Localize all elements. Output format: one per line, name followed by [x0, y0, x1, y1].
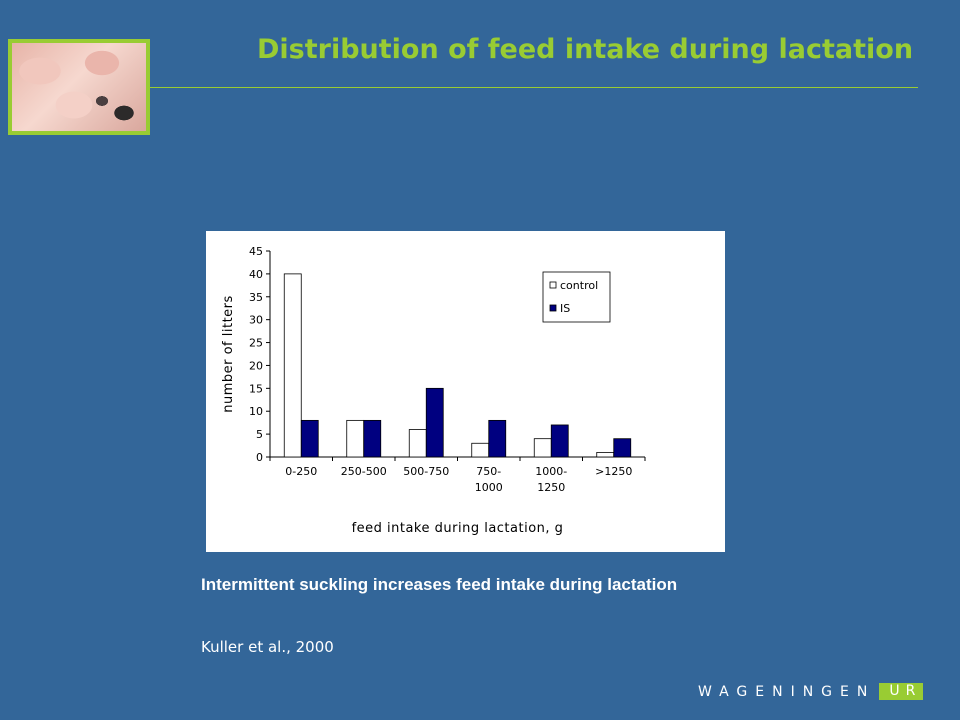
logo-word: WAGENINGEN [698, 683, 876, 700]
x-tick-label: 500-750 [403, 465, 449, 478]
feed-intake-bar-chart: 0 5 10 15 20 25 30 35 40 45 0-250 250-500 500-750 750… [221, 245, 646, 536]
chart-caption: Intermittent suckling increases feed int… [201, 575, 678, 594]
y-tick-label: 25 [249, 337, 263, 350]
legend-label-control: control [560, 279, 598, 292]
bar-control-1 [346, 419, 365, 458]
legend-box [542, 271, 611, 323]
piglets-photo [8, 39, 150, 135]
y-tick-label: 40 [249, 268, 263, 281]
y-axis-title: number of litters [221, 295, 236, 413]
wageningen-ur-logo: WAGENINGEN UR [698, 683, 924, 700]
x-tick-label: 1000 [475, 481, 503, 494]
y-tick-label: 15 [249, 382, 263, 395]
y-tick-label: 5 [256, 428, 263, 441]
title-divider [148, 87, 918, 88]
bar-control-2 [408, 429, 427, 458]
x-tick-label: >1250 [595, 465, 632, 478]
legend-label-is: IS [560, 302, 570, 315]
bar-is-2 [425, 387, 444, 458]
bar-control-4 [533, 438, 552, 458]
x-axis-title: feed intake during lactation, g [352, 521, 564, 536]
bar-is-4 [550, 424, 569, 458]
y-tick-label: 35 [249, 291, 263, 304]
citation: Kuller et al., 2000 [201, 638, 334, 656]
bar-is-0 [300, 419, 319, 458]
x-tick-label: 1000- [535, 465, 567, 478]
legend-swatch-control [549, 281, 557, 289]
y-tick-label: 0 [256, 451, 263, 464]
bar-control-3 [471, 442, 490, 458]
x-tick-label: 750- [476, 465, 501, 478]
page-title: Distribution of feed intake during lacta… [257, 34, 914, 65]
bar-control-0 [283, 273, 302, 458]
bar-is-1 [363, 419, 382, 458]
y-tick-label: 20 [249, 359, 263, 372]
y-tick-label: 10 [249, 405, 263, 418]
bar-control-5 [596, 452, 615, 458]
logo-ur-badge: UR [879, 683, 924, 700]
bar-is-3 [488, 419, 507, 458]
chart-panel: 0 5 10 15 20 25 30 35 40 45 0-250 250-500 500-750 750… [206, 231, 725, 552]
legend-swatch-is [549, 304, 557, 312]
x-tick-label: 1250 [537, 481, 565, 494]
x-tick-label: 0-250 [285, 465, 317, 478]
bar-is-5 [613, 438, 632, 458]
y-tick-label: 30 [249, 314, 263, 327]
x-tick-label: 250-500 [341, 465, 387, 478]
y-tick-label: 45 [249, 245, 263, 258]
